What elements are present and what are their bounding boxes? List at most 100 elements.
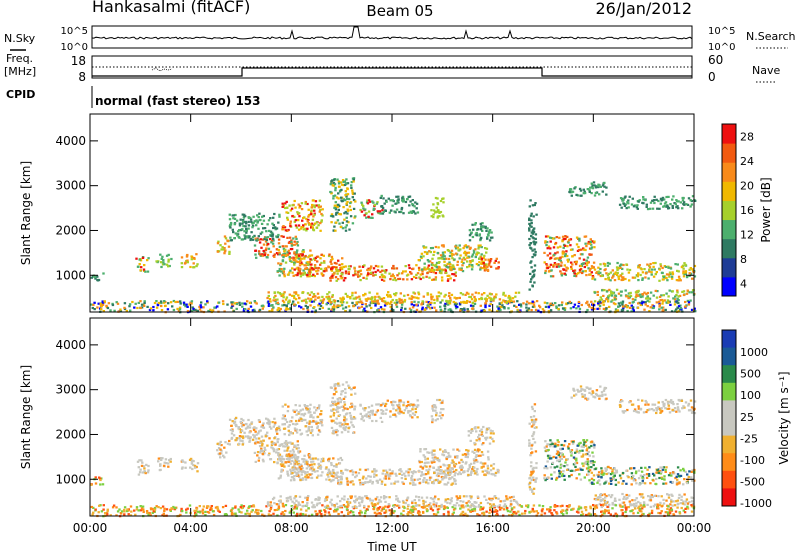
echo-cell [487,234,489,236]
echo-cell [490,258,492,260]
colorbar-tick-label: 16 [740,204,754,217]
echo-cell [286,207,288,209]
echo-cell [413,304,415,306]
echo-cell [647,277,649,279]
echo-cell [389,410,391,412]
echo-cell [250,306,252,308]
echo-cell [652,266,654,268]
echo-cell [331,267,333,269]
echo-cell [529,454,531,456]
echo-cell [346,408,348,410]
echo-cell [441,453,443,455]
echo-cell [289,424,291,426]
echo-cell [290,221,292,223]
echo-cell [490,293,492,295]
echo-cell [626,494,628,496]
echo-cell [604,265,606,267]
echo-cell [691,291,693,293]
echo-cell [312,458,314,460]
echo-cell [546,460,548,462]
echo-cell [290,432,292,434]
echo-cell [622,472,624,474]
echo-cell [581,304,583,306]
echo-cell [263,244,265,246]
echo-cell [661,267,663,269]
echo-cell [470,474,472,476]
echo-cell [590,462,592,464]
echo-cell [347,431,349,433]
echo-cell [474,303,476,305]
echo-cell [565,459,567,461]
echo-cell [559,473,561,475]
echo-cell [349,296,351,298]
echo-cell [313,406,315,408]
echo-cell [585,235,587,237]
echo-cell [603,304,605,306]
echo-cell [637,266,639,268]
echo-cell [399,299,401,301]
echo-cell [332,470,334,472]
echo-cell [336,179,338,181]
echo-cell [600,467,602,469]
echo-cell [277,291,279,293]
echo-cell [633,467,635,469]
echo-cell [530,242,532,244]
echo-cell [411,408,413,410]
echo-cell [329,280,331,282]
echo-cell [152,309,154,311]
echo-cell [305,305,307,307]
echo-cell [469,239,471,241]
echo-cell [306,405,308,407]
echo-cell [291,215,293,217]
echo-cell [435,412,437,414]
echo-cell [223,252,225,254]
echo-cell [556,251,558,253]
echo-cell [679,469,681,471]
echo-cell [358,266,360,268]
echo-cell [354,476,356,478]
echo-cell [317,293,319,295]
echo-cell [313,229,315,231]
echo-cell [451,294,453,296]
echo-cell [443,258,445,260]
echo-cell [374,274,376,276]
echo-cell [667,196,669,198]
echo-cell [594,292,596,294]
echo-cell [317,475,319,477]
echo-cell [321,419,323,421]
echo-cell [620,294,622,296]
echo-cell [333,465,335,467]
echo-cell [305,461,307,463]
echo-cell [292,449,294,451]
echo-cell [332,294,334,296]
echo-cell [354,200,356,202]
echo-cell [439,301,441,303]
echo-cell [431,258,433,260]
echo-cell [281,469,283,471]
echo-cell [546,265,548,267]
echo-cell [305,478,307,480]
echo-cell [479,430,481,432]
echo-cell [133,307,135,309]
echo-cell [691,500,693,502]
echo-cell [482,442,484,444]
echo-cell [368,199,370,201]
echo-cell [544,474,546,476]
echo-cell [462,461,464,463]
echo-cell [469,247,471,249]
echo-cell [305,203,307,205]
echo-cell [480,223,482,225]
echo-cell [284,249,286,251]
echo-cell [296,251,298,253]
echo-cell [346,220,348,222]
echo-cell [274,253,276,255]
echo-cell [659,263,661,265]
echo-cell [614,303,616,305]
echo-cell [620,477,622,479]
echo-cell [377,265,379,267]
echo-cell [635,295,637,297]
nsearch-tick-bottom: 10^0 [708,42,735,53]
echo-cell [642,482,644,484]
echo-cell [319,200,321,202]
echo-cell [495,260,497,262]
